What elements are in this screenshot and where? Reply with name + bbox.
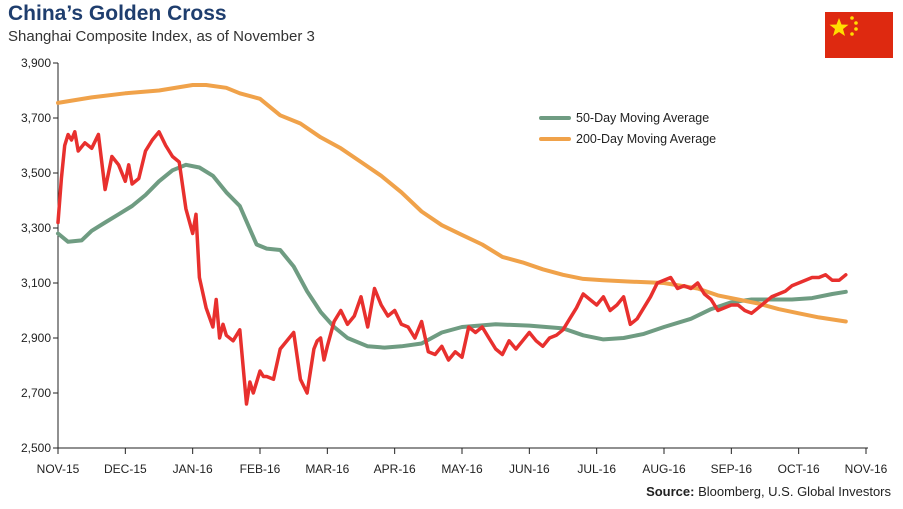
chart-subtitle: Shanghai Composite Index, as of November… bbox=[8, 28, 315, 45]
x-tick-label: NOV-16 bbox=[845, 462, 888, 476]
y-tick-label: 3,100 bbox=[21, 276, 51, 290]
legend-label: 50-Day Moving Average bbox=[576, 111, 709, 125]
x-tick-label: MAR-16 bbox=[305, 462, 349, 476]
index-line bbox=[56, 130, 848, 406]
x-tick-label: JAN-16 bbox=[173, 462, 213, 476]
flag-small-star bbox=[850, 32, 854, 36]
legend-label: 200-Day Moving Average bbox=[576, 132, 716, 146]
flag-small-star bbox=[850, 16, 854, 20]
flag-field bbox=[825, 12, 893, 58]
y-tick-label: 2,700 bbox=[21, 386, 51, 400]
ma200-line bbox=[56, 83, 848, 324]
x-tick-label: APR-16 bbox=[374, 462, 416, 476]
y-tick-label: 2,500 bbox=[21, 441, 51, 455]
x-tick-label: OCT-16 bbox=[778, 462, 820, 476]
x-tick-label: AUG-16 bbox=[642, 462, 686, 476]
ma50-line bbox=[56, 162, 848, 350]
flag-small-star bbox=[854, 27, 858, 31]
china-flag-icon bbox=[825, 12, 893, 58]
series-layer bbox=[56, 83, 848, 406]
y-tick-label: 3,900 bbox=[21, 56, 51, 70]
y-tick-label: 3,500 bbox=[21, 166, 51, 180]
y-tick-label: 3,700 bbox=[21, 111, 51, 125]
x-tick-label: JUL-16 bbox=[577, 462, 616, 476]
x-tick-label: SEP-16 bbox=[711, 462, 753, 476]
y-axis: 2,500 2,700 2,900 3,100 3,300 3,500 3,700 3,900 bbox=[21, 56, 59, 455]
x-tick-label: JUN-16 bbox=[509, 462, 550, 476]
x-tick-label: NOV-15 bbox=[37, 462, 80, 476]
y-tick-label: 3,300 bbox=[21, 221, 51, 235]
y-tick-label: 2,900 bbox=[21, 331, 51, 345]
x-tick-label: MAY-16 bbox=[441, 462, 483, 476]
source-label: Source: bbox=[646, 484, 695, 499]
legend: 50-Day Moving Average 200-Day Moving Aver… bbox=[539, 111, 716, 146]
x-tick-label: DEC-15 bbox=[104, 462, 147, 476]
source-note: Source: Bloomberg, U.S. Global Investors bbox=[646, 484, 891, 499]
chart-title: China’s Golden Cross bbox=[8, 2, 227, 25]
x-axis: NOV-15 DEC-15 JAN-16 FEB-16 MAR-16 APR-16 MAY-… bbox=[37, 447, 888, 476]
source-text: Bloomberg, U.S. Global Investors bbox=[694, 484, 891, 499]
x-tick-label: FEB-16 bbox=[240, 462, 281, 476]
flag-large-star bbox=[829, 18, 849, 36]
flag-small-star bbox=[854, 21, 858, 25]
